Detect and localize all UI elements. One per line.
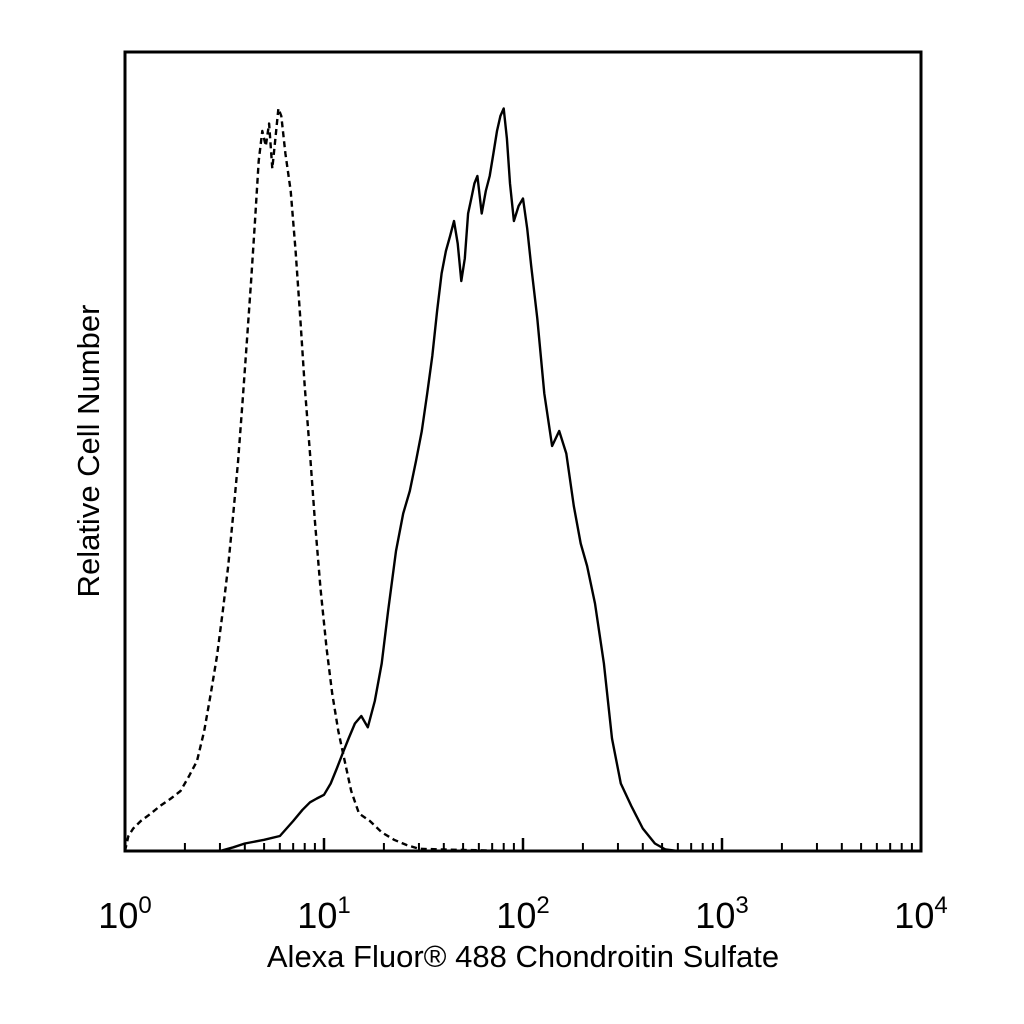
series-line-solid — [125, 107, 921, 853]
y-axis-title: Relative Cell Number — [71, 305, 106, 598]
x-tick-label: 101 — [297, 892, 350, 936]
x-axis-title: Alexa Fluor® 488 Chondroitin Sulfate — [267, 939, 779, 974]
plot-frame — [123, 50, 923, 853]
x-tick-label: 104 — [894, 892, 947, 936]
plot-area — [123, 107, 921, 853]
x-tick-label: 100 — [98, 892, 151, 936]
x-tick-label: 102 — [496, 892, 549, 936]
series-line-dashed — [123, 107, 921, 853]
x-axis-tick-labels: 100 101 102 103 104 — [98, 892, 947, 936]
x-tick-label: 103 — [695, 892, 748, 936]
